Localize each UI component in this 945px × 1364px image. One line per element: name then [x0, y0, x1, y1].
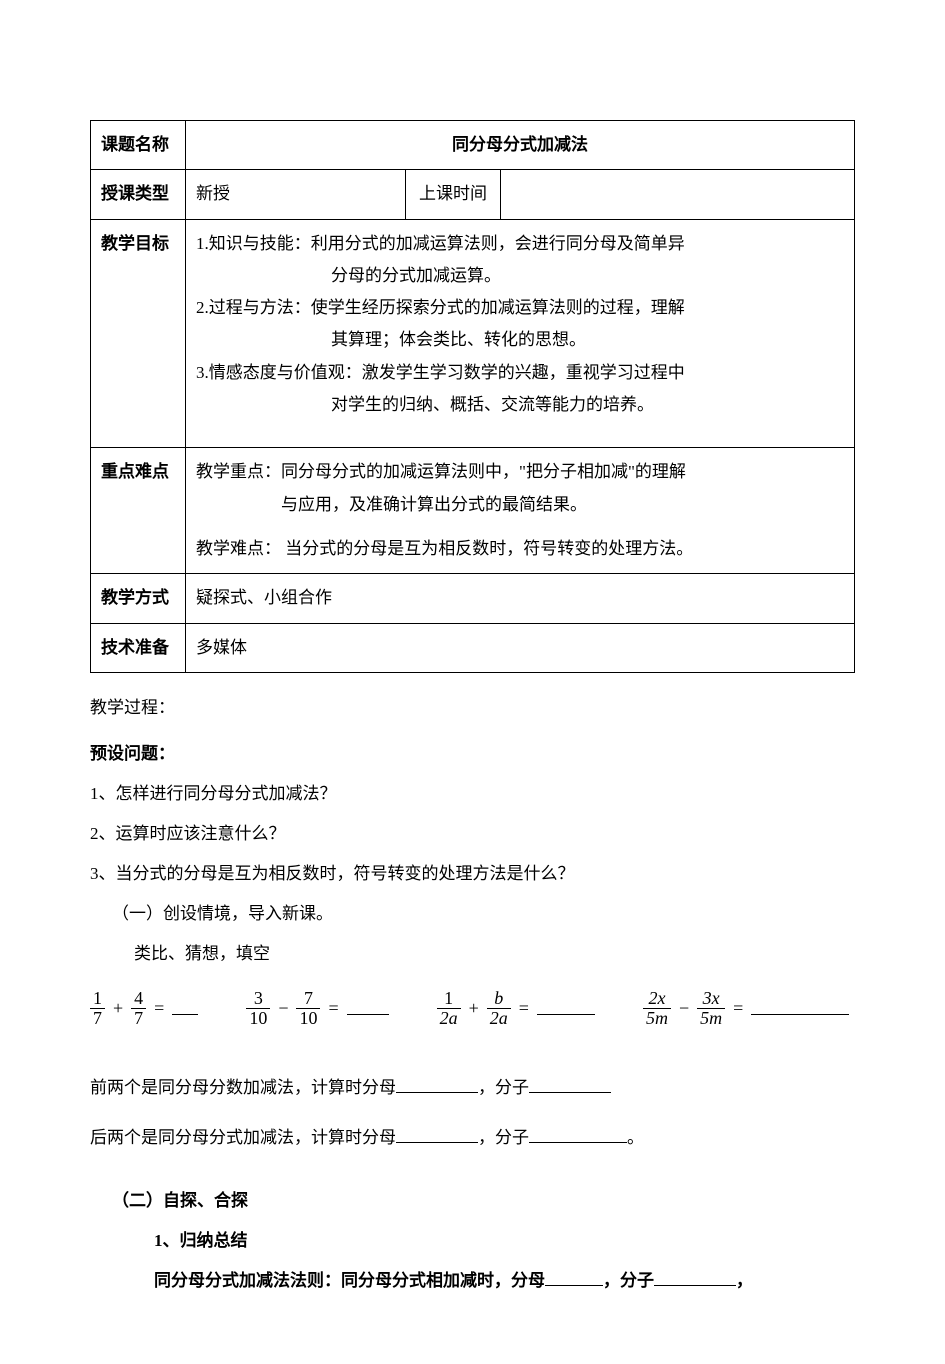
- keypoints-content: 教学重点：同分母分式的加减运算法则中，"把分子相加减"的理解 与应用，及准确计算…: [186, 448, 855, 574]
- goal-1a: 1.知识与技能：利用分式的加减运算法则，会进行同分母及简单异: [196, 228, 844, 260]
- formula-4: 2x5m − 3x5m =: [643, 989, 849, 1028]
- question-2: 2、运算时应该注意什么？: [90, 817, 855, 851]
- label-type: 授课类型: [91, 170, 186, 219]
- label-time: 上课时间: [406, 170, 501, 219]
- process-header: 教学过程：: [90, 691, 855, 725]
- label-goals: 教学目标: [91, 219, 186, 448]
- blank: [172, 1002, 198, 1015]
- keypoint-1b: 与应用，及准确计算出分式的最简结果。: [281, 489, 844, 521]
- table-row-tech: 技术准备 多媒体: [91, 623, 855, 672]
- fill-statement-2: 后两个是同分母分式加减法，计算时分母，分子。: [90, 1116, 855, 1160]
- label-method: 教学方式: [91, 574, 186, 623]
- question-3: 3、当分式的分母是互为相反数时，符号转变的处理方法是什么？: [90, 857, 855, 891]
- section-1a: （一）创设情境，导入新课。: [112, 897, 855, 931]
- content-body: 教学过程： 预设问题： 1、怎样进行同分母分式加减法？ 2、运算时应该注意什么？…: [90, 691, 855, 1298]
- lesson-plan-table: 课题名称 同分母分式加减法 授课类型 新授 上课时间 教学目标 1.知识与技能：…: [90, 120, 855, 673]
- fill-statement-1: 前两个是同分母分数加减法，计算时分母，分子: [90, 1066, 855, 1110]
- value-tech: 多媒体: [186, 623, 855, 672]
- table-row-goals: 教学目标 1.知识与技能：利用分式的加减运算法则，会进行同分母及简单异 分母的分…: [91, 219, 855, 448]
- goals-content: 1.知识与技能：利用分式的加减运算法则，会进行同分母及简单异 分母的分式加减运算…: [186, 219, 855, 448]
- table-row-method: 教学方式 疑探式、小组合作: [91, 574, 855, 623]
- section-2a: （二）自探、合探: [112, 1184, 855, 1218]
- label-topic: 课题名称: [91, 121, 186, 170]
- keypoint-1a: 教学重点：同分母分式的加减运算法则中，"把分子相加减"的理解: [196, 456, 844, 488]
- table-row-type: 授课类型 新授 上课时间: [91, 170, 855, 219]
- question-1: 1、怎样进行同分母分式加减法？: [90, 777, 855, 811]
- value-method: 疑探式、小组合作: [186, 574, 855, 623]
- keypoint-2: 教学难点： 当分式的分母是互为相反数时，符号转变的处理方法。: [196, 533, 844, 565]
- value-time: [501, 170, 855, 219]
- goal-3a: 3.情感态度与价值观：激发学生学习数学的兴趣，重视学习过程中: [196, 357, 844, 389]
- section-2b: 1、归纳总结: [154, 1224, 855, 1258]
- table-row-title: 课题名称 同分母分式加减法: [91, 121, 855, 170]
- blank: [751, 1002, 849, 1015]
- formula-2: 310 − 710 =: [246, 989, 388, 1028]
- lesson-title: 同分母分式加减法: [186, 121, 855, 170]
- label-tech: 技术准备: [91, 623, 186, 672]
- formula-1: 17 + 47 =: [90, 989, 198, 1028]
- goal-2b: 其算理；体会类比、转化的思想。: [331, 324, 844, 356]
- blank: [347, 1002, 389, 1015]
- section-2c: 同分母分式加减法法则：同分母分式相加减时，分母，分子，: [154, 1264, 855, 1298]
- goal-1b: 分母的分式加减运算。: [331, 260, 844, 292]
- section-1b: 类比、猜想，填空: [134, 937, 855, 971]
- goal-3b: 对学生的归纳、概括、交流等能力的培养。: [331, 389, 844, 421]
- table-row-keypoints: 重点难点 教学重点：同分母分式的加减运算法则中，"把分子相加减"的理解 与应用，…: [91, 448, 855, 574]
- formula-3: 12a + b2a =: [437, 989, 595, 1028]
- formula-row: 17 + 47 = 310 − 710 = 12a + b2a = 2x5m −…: [90, 989, 855, 1028]
- label-keypoints: 重点难点: [91, 448, 186, 574]
- blank: [537, 1002, 595, 1015]
- goal-2a: 2.过程与方法：使学生经历探索分式的加减运算法则的过程，理解: [196, 292, 844, 324]
- preset-header: 预设问题：: [90, 737, 855, 771]
- value-type: 新授: [186, 170, 406, 219]
